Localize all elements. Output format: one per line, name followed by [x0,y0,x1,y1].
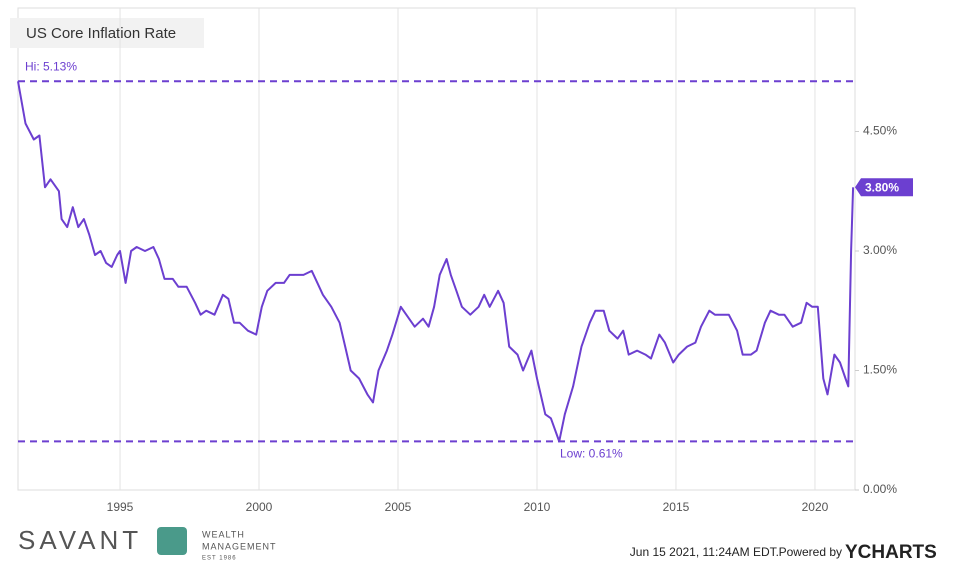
y-tick-label: 4.50% [863,124,897,138]
title-box [10,18,204,48]
brand-sub: WEALTH [202,529,245,539]
powered-by: Powered by [779,545,842,559]
hi-label: Hi: 5.13% [25,59,77,73]
brand: SAVANT [18,525,142,555]
logo-icon [157,527,187,555]
brand-sub: MANAGEMENT [202,541,277,551]
timestamp: Jun 15 2021, 11:24AM EDT. [630,545,779,559]
chart-title: US Core Inflation Rate [26,25,176,42]
brand-sub: EST 1986 [202,556,237,562]
x-tick-label: 2005 [385,500,412,514]
x-tick-label: 2020 [802,500,829,514]
last-value-label: 3.80% [865,180,899,194]
y-tick-label: 1.50% [863,363,897,377]
low-label: Low: 0.61% [560,447,623,461]
x-tick-label: 2000 [246,500,273,514]
y-tick-label: 3.00% [863,243,897,257]
y-tick-label: 0.00% [863,482,897,496]
last-value-tag [855,178,913,197]
x-tick-label: 2015 [663,500,690,514]
plot-frame [17,7,856,491]
x-tick-label: 2010 [524,500,551,514]
line [17,81,855,443]
provider: YCHARTS [845,542,937,563]
x-tick-label: 1995 [107,500,134,514]
